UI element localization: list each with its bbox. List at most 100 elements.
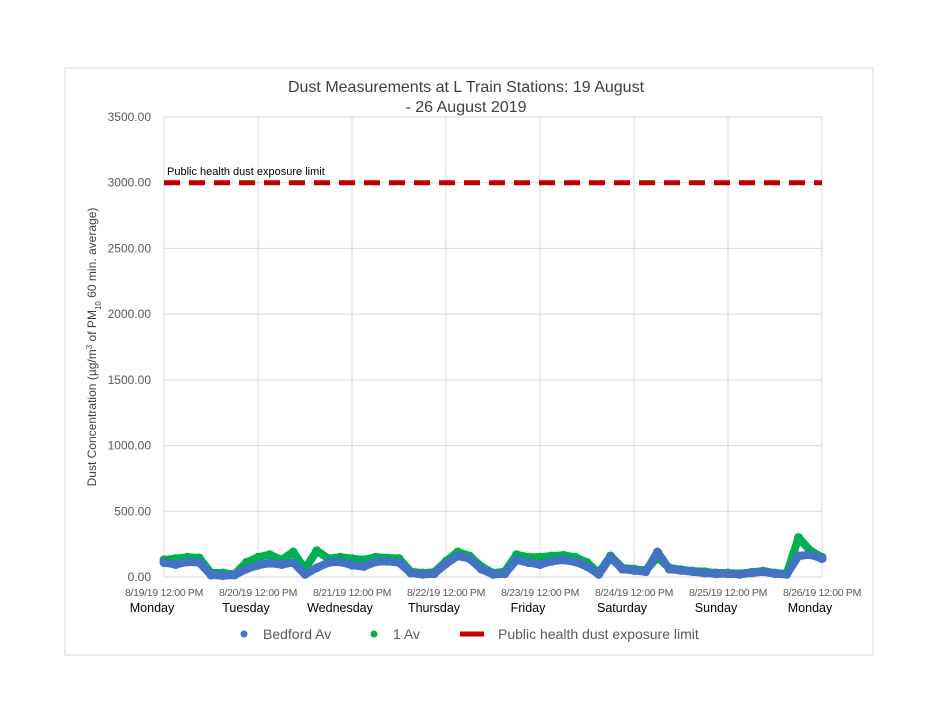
y-axis-label-part: i [85, 397, 99, 400]
data-point [441, 559, 451, 569]
y-axis-label-part: o [85, 390, 99, 397]
y-tick-label: 3500.00 [108, 110, 152, 124]
data-point [641, 567, 651, 577]
y-axis-label-part: r [85, 410, 99, 414]
y-axis-label-part: n [85, 417, 99, 424]
data-point [206, 570, 216, 580]
data-point [770, 569, 780, 579]
data-point [747, 568, 756, 578]
legend-label: 1 Av [393, 626, 420, 642]
y-axis-label-part: / [85, 359, 99, 363]
y-axis-label-part: t [85, 399, 99, 403]
data-point [594, 569, 604, 579]
day-label: Sunday [695, 601, 738, 615]
legend: Bedford Av 1 Av Public health dust exposur… [240, 626, 699, 642]
data-point [335, 557, 345, 567]
data-point [606, 552, 615, 562]
day-label: Monday [788, 601, 833, 615]
data-point [817, 554, 827, 564]
y-axis-label-part: f [85, 331, 99, 335]
data-point [394, 558, 404, 568]
data-point [159, 558, 169, 568]
data-point [171, 560, 181, 570]
data-point [253, 560, 263, 570]
data-point [476, 564, 486, 574]
data-point [300, 569, 310, 579]
data-point [453, 551, 463, 561]
data-point [758, 567, 768, 577]
y-axis-label-part: u [85, 471, 99, 478]
series-bedford-av [159, 547, 827, 581]
y-axis-label-part: 3 [85, 344, 94, 349]
x-tick-label: 8/23/19 12:00 PM [501, 587, 579, 599]
y-axis-label: Dust Concentration (µg/m3 of PM10 60 min… [85, 208, 103, 487]
legend-item: 1 Av [370, 626, 420, 642]
data-point [265, 558, 275, 568]
y-tick-label: 1000.00 [108, 439, 152, 453]
data-point [688, 567, 698, 577]
y-axis-label-part: e [85, 211, 99, 218]
data-point [241, 564, 251, 574]
data-point [547, 556, 557, 566]
data-point [371, 557, 380, 567]
y-axis-label-part: m [85, 349, 99, 359]
data-point [535, 560, 545, 570]
x-axis-ticks: 8/19/19 12:00 PM Monday 8/20/19 12:00 PM Tu… [125, 587, 861, 615]
data-point [582, 561, 592, 571]
data-point [194, 558, 204, 568]
y-tick-label: 500.00 [114, 504, 151, 518]
y-axis-label-part: a [85, 403, 99, 410]
y-axis-label-part: o [85, 334, 99, 341]
data-point [312, 546, 322, 556]
data-point [676, 565, 686, 575]
y-axis-label-part: i [85, 268, 99, 271]
limit-annotation: Public health dust exposure limit [167, 166, 325, 178]
y-axis-label-part: n [85, 262, 99, 269]
chart-border [64, 67, 874, 656]
data-point [218, 571, 228, 581]
data-point [535, 552, 545, 562]
data-point [782, 569, 792, 579]
legend-marker [370, 630, 378, 638]
data-point [700, 568, 709, 578]
y-tick-label: 2000.00 [108, 307, 152, 321]
data-point [465, 554, 474, 564]
data-point [429, 569, 439, 579]
legend-item: Bedford Av [240, 626, 331, 642]
day-label: Wednesday [307, 601, 374, 615]
y-tick-label: 3000.00 [108, 176, 152, 190]
data-point [500, 569, 510, 579]
data-point [523, 558, 533, 568]
legend-label: Bedford Av [263, 626, 331, 642]
chart-title-line-1: Dust Measurements at L Train Stations: 1… [288, 79, 645, 96]
day-label: Saturday [597, 601, 648, 615]
y-tick-label: 1500.00 [108, 373, 152, 387]
y-tick-label: 0.00 [128, 570, 152, 584]
data-point [723, 569, 733, 579]
chart-title-line-2: - 26 August 2019 [406, 99, 527, 116]
y-axis-label-part: µ [85, 369, 99, 376]
y-axis-label-part: 0 [85, 284, 99, 291]
data-point [617, 564, 627, 574]
y-axis-label-part: C [85, 449, 99, 458]
y-axis-label-part: r [85, 232, 99, 236]
y-axis-label-part: t [85, 461, 99, 465]
data-point [312, 563, 322, 573]
day-label: Monday [130, 601, 175, 615]
x-tick-label: 8/25/19 12:00 PM [689, 587, 767, 599]
data-point [347, 560, 357, 570]
data-point [277, 560, 286, 570]
legend-item: Public health dust exposure limit [460, 626, 699, 642]
y-axis-label-part: ) [85, 208, 99, 212]
legend-label: Public health dust exposure limit [498, 626, 699, 642]
data-point [406, 568, 416, 578]
y-axis-label-part: e [85, 235, 99, 242]
y-axis-label-part: a [85, 225, 99, 232]
y-axis-label-part: v [85, 242, 99, 248]
y-axis-label-part: D [85, 477, 99, 486]
data-point [230, 570, 239, 580]
y-axis-label-part: a [85, 248, 99, 255]
y-axis-label-part: . [85, 258, 99, 261]
data-point [629, 565, 639, 575]
